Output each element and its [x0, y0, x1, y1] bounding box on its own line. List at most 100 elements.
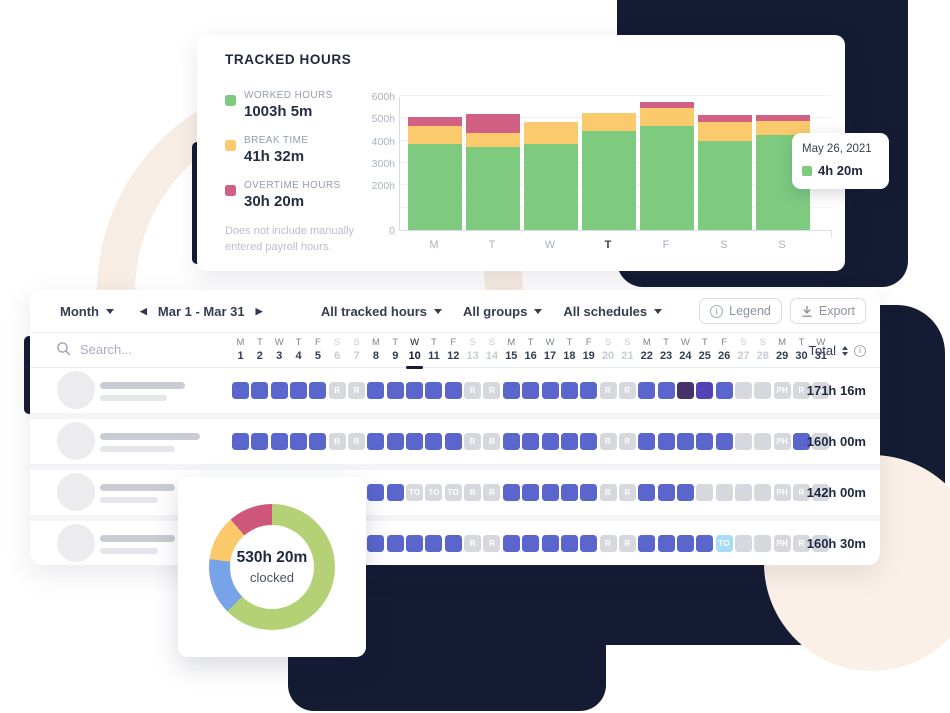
day-cell[interactable]: [638, 535, 656, 552]
day-cell[interactable]: [580, 535, 598, 552]
day-cell[interactable]: R: [348, 433, 366, 450]
day-cell[interactable]: R: [464, 484, 482, 501]
day-cell[interactable]: [522, 433, 540, 450]
total-column-header[interactable]: Total i: [809, 343, 866, 358]
day-cell[interactable]: R: [328, 433, 346, 450]
day-column-header[interactable]: F 19: [580, 337, 597, 364]
day-cell[interactable]: PH: [773, 382, 791, 399]
bar-stack[interactable]: [640, 101, 694, 230]
day-cell[interactable]: [734, 433, 752, 450]
day-cell[interactable]: [560, 382, 578, 399]
day-cell[interactable]: R: [464, 535, 482, 552]
day-column-header[interactable]: T 30: [793, 337, 810, 364]
day-cell[interactable]: [715, 433, 733, 450]
day-cell[interactable]: R: [483, 433, 501, 450]
day-cell[interactable]: [541, 382, 559, 399]
day-column-header[interactable]: S 14: [483, 337, 500, 364]
day-cell[interactable]: [309, 433, 327, 450]
day-cell[interactable]: [696, 433, 714, 450]
day-cell[interactable]: [541, 484, 559, 501]
day-cell[interactable]: R: [792, 382, 810, 399]
legend-button[interactable]: i Legend: [699, 298, 782, 324]
day-cell[interactable]: [676, 382, 694, 399]
filter-tracked-hours[interactable]: All tracked hours: [321, 304, 443, 319]
day-cell[interactable]: R: [812, 433, 830, 450]
day-column-header[interactable]: W 17: [542, 337, 559, 364]
day-cell[interactable]: [444, 433, 462, 450]
bar-stack[interactable]: [582, 112, 636, 230]
day-cell[interactable]: [406, 535, 424, 552]
day-cell[interactable]: R: [618, 484, 636, 501]
day-column-header[interactable]: T 23: [658, 337, 675, 364]
day-cell[interactable]: [560, 535, 578, 552]
prev-arrow-icon[interactable]: ◀: [139, 305, 147, 316]
day-cell[interactable]: [251, 382, 269, 399]
day-cell[interactable]: [367, 433, 385, 450]
day-cell[interactable]: R: [599, 382, 617, 399]
day-cell[interactable]: R: [599, 535, 617, 552]
day-cell[interactable]: [734, 484, 752, 501]
day-cell[interactable]: [715, 382, 733, 399]
day-cell[interactable]: [734, 535, 752, 552]
day-cell[interactable]: R: [483, 484, 501, 501]
day-cell[interactable]: [734, 382, 752, 399]
day-column-header[interactable]: W 24: [677, 337, 694, 364]
day-cell[interactable]: TO: [444, 484, 462, 501]
day-cell[interactable]: R: [618, 535, 636, 552]
day-column-header[interactable]: S 13: [464, 337, 481, 364]
day-cell[interactable]: [657, 382, 675, 399]
day-cell[interactable]: [367, 535, 385, 552]
search-input[interactable]: [80, 341, 210, 357]
day-cell[interactable]: [696, 484, 714, 501]
day-cell[interactable]: [270, 433, 288, 450]
day-cell[interactable]: [541, 535, 559, 552]
day-cell[interactable]: R: [599, 484, 617, 501]
day-cell[interactable]: R: [599, 433, 617, 450]
day-cell[interactable]: [406, 433, 424, 450]
day-cell[interactable]: R: [348, 382, 366, 399]
day-cell[interactable]: R: [792, 484, 810, 501]
day-cell[interactable]: [657, 484, 675, 501]
next-arrow-icon[interactable]: ▶: [255, 305, 263, 316]
day-cell[interactable]: [502, 535, 520, 552]
day-cell[interactable]: R: [464, 382, 482, 399]
day-cell[interactable]: [444, 382, 462, 399]
day-cell[interactable]: [580, 433, 598, 450]
day-cell[interactable]: R: [464, 433, 482, 450]
day-column-header[interactable]: S 21: [619, 337, 636, 364]
day-cell[interactable]: R: [483, 382, 501, 399]
day-column-header[interactable]: F 12: [445, 337, 462, 364]
day-cell[interactable]: [232, 382, 249, 399]
day-cell[interactable]: R: [483, 535, 501, 552]
day-cell[interactable]: [580, 382, 598, 399]
day-cell[interactable]: [251, 433, 269, 450]
day-cell[interactable]: [541, 433, 559, 450]
day-column-header[interactable]: T 16: [522, 337, 539, 364]
day-cell[interactable]: [425, 535, 443, 552]
day-column-header[interactable]: W 10: [406, 337, 424, 369]
day-cell[interactable]: [638, 484, 656, 501]
bar-stack[interactable]: [466, 113, 520, 230]
day-cell[interactable]: PH: [773, 535, 791, 552]
day-cell[interactable]: [309, 382, 327, 399]
day-cell[interactable]: [444, 535, 462, 552]
day-cell[interactable]: [386, 484, 404, 501]
day-cell[interactable]: [270, 382, 288, 399]
day-cell[interactable]: [754, 484, 772, 501]
day-column-header[interactable]: T 25: [696, 337, 713, 364]
day-cell[interactable]: PH: [773, 484, 791, 501]
day-cell[interactable]: R: [812, 535, 830, 552]
filter-groups[interactable]: All groups: [463, 304, 543, 319]
day-cell[interactable]: R: [618, 382, 636, 399]
day-cell[interactable]: R: [618, 433, 636, 450]
day-cell[interactable]: [754, 382, 772, 399]
day-cell[interactable]: [386, 382, 404, 399]
day-cell[interactable]: R: [812, 382, 830, 399]
